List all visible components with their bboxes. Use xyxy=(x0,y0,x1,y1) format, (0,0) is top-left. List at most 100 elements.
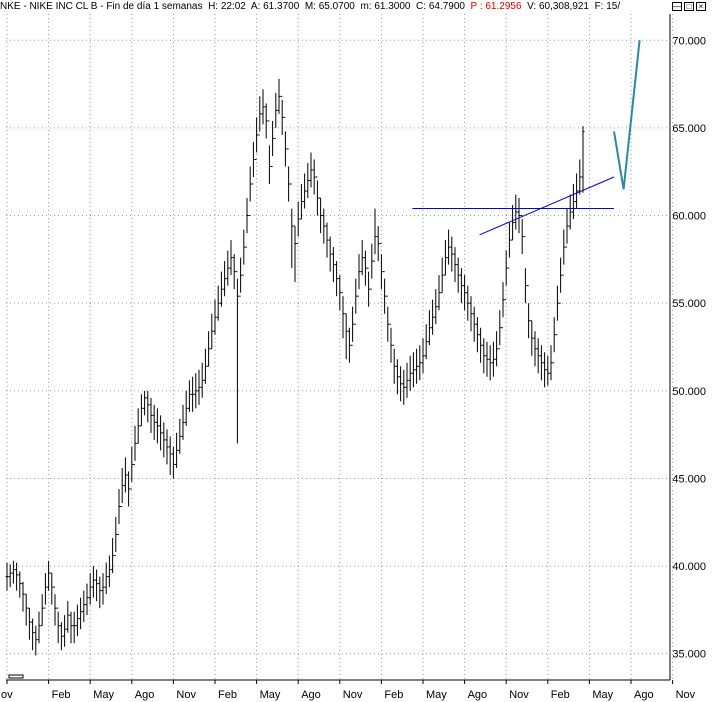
ohlc-bar xyxy=(171,446,175,479)
ohlc-bar xyxy=(283,116,287,167)
ohlc-bar xyxy=(184,390,188,426)
x-tick-label: Ago xyxy=(468,689,488,701)
ohlc-bar xyxy=(219,271,223,307)
ohlc-bar xyxy=(37,611,41,644)
x-tick-label: Feb xyxy=(551,689,570,701)
ohlc-bar xyxy=(98,576,102,609)
ohlc-bar xyxy=(203,348,207,384)
ohlc-bar xyxy=(411,352,415,388)
ohlc-bar xyxy=(85,583,89,616)
ohlc-bar xyxy=(5,562,9,591)
ohlc-bar xyxy=(111,538,115,574)
ohlc-bar xyxy=(165,429,169,465)
x-axis: ov Feb May Ago Nov Feb May Ago Nov Feb May Ago Nov Fe… xyxy=(1,679,696,701)
ohlc-bar xyxy=(200,362,204,398)
restore-icon[interactable]: □ xyxy=(684,2,694,11)
x-tick-label: Ago xyxy=(634,689,654,701)
ohlc-bar xyxy=(360,240,364,276)
ohlc-bar xyxy=(95,569,99,602)
ohlc-bar xyxy=(456,257,460,293)
ohlc-bar xyxy=(223,261,227,297)
x-tick-label: Feb xyxy=(384,689,403,701)
ohlc-bar xyxy=(127,471,131,507)
ohlc-bar xyxy=(527,285,531,339)
x-tick-label: Ago xyxy=(301,689,321,701)
ohlc-bar xyxy=(277,78,281,114)
forecast-path[interactable] xyxy=(613,40,641,190)
ohlc-bar xyxy=(575,173,579,209)
ohlc-bar xyxy=(514,194,518,230)
ohlc-bar xyxy=(402,369,406,405)
ohlc-bar xyxy=(175,432,179,468)
ohlc-bar xyxy=(59,622,63,651)
high-value: M: 65.0700 xyxy=(304,1,355,12)
y-tick-label: 40.000 xyxy=(672,561,706,573)
scroll-handle[interactable] xyxy=(8,674,24,679)
ohlc-bar xyxy=(139,394,143,427)
trend-line[interactable] xyxy=(479,176,615,236)
ohlc-bar xyxy=(571,184,575,220)
ohlc-bar xyxy=(543,352,547,388)
x-tick-label: May xyxy=(93,689,114,701)
close-icon[interactable]: × xyxy=(696,2,706,11)
volume-value: V: 60,308,921 xyxy=(527,1,589,12)
ohlc-bar xyxy=(245,198,249,248)
ohlc-bar xyxy=(399,366,403,402)
ohlc-bar xyxy=(66,601,70,633)
ohlc-bar xyxy=(568,194,572,230)
ohlc-bar xyxy=(274,92,278,139)
ohlc-bar xyxy=(485,341,489,377)
ohlc-bar xyxy=(11,560,15,584)
ohlc-bar xyxy=(216,285,220,321)
ohlc-bar xyxy=(181,404,185,440)
y-tick-label: 45.000 xyxy=(672,473,706,485)
ohlc-bar xyxy=(248,166,252,217)
ohlc-bar xyxy=(552,317,556,364)
ohlc-bar xyxy=(21,581,25,612)
ohlc-bar xyxy=(469,296,473,332)
ohlc-bar xyxy=(367,267,371,307)
ohlc-bar xyxy=(136,408,140,444)
ohlc-bar xyxy=(242,229,246,276)
ohlc-bar xyxy=(197,369,201,405)
ohlc-bar xyxy=(239,257,243,297)
y-tick-label: 35.000 xyxy=(672,649,706,661)
y-tick-label: 55.000 xyxy=(672,298,706,310)
ohlc-bar xyxy=(328,236,332,272)
ohlc-bar xyxy=(18,571,22,598)
low-value: m: 61.3000 xyxy=(360,1,411,12)
x-tick-label: May xyxy=(260,689,281,701)
ohlc-bar xyxy=(351,306,355,346)
minimize-icon[interactable]: — xyxy=(672,2,682,11)
ohlc-bar xyxy=(309,152,313,188)
ohlc-bar xyxy=(472,306,476,342)
ohlc-bar xyxy=(511,205,515,241)
ohlc-bar xyxy=(187,380,191,412)
ohlc-bar xyxy=(226,250,230,286)
ohlc-bar xyxy=(424,324,428,360)
ohlc-bar xyxy=(488,345,492,381)
x-tick-label: May xyxy=(592,689,613,701)
ohlc-bar xyxy=(357,254,361,297)
x-tick-label: May xyxy=(426,689,447,701)
ohlc-bar xyxy=(539,345,543,381)
ohlc-bar xyxy=(299,184,303,220)
ohlc-bar xyxy=(507,222,511,269)
ohlc-bar xyxy=(376,226,380,262)
ohlc-bar xyxy=(107,555,111,588)
ohlc-bar xyxy=(69,611,73,644)
ohlc-bar xyxy=(463,275,467,311)
ohlc-bar xyxy=(427,310,431,346)
time-value: H: 22:02 xyxy=(208,1,246,12)
ohlc-bar xyxy=(523,236,527,304)
drawing-overlays[interactable] xyxy=(412,40,641,236)
ohlc-bar xyxy=(562,229,566,276)
open-value: A: 61.3700 xyxy=(250,1,300,12)
ohlc-bar xyxy=(559,257,563,304)
ohlc-bar xyxy=(133,425,137,465)
ohlc-bar xyxy=(315,176,319,216)
ohlc-bar xyxy=(322,208,326,244)
window-controls: — □ × xyxy=(672,2,706,11)
ohlc-bar xyxy=(123,457,127,493)
